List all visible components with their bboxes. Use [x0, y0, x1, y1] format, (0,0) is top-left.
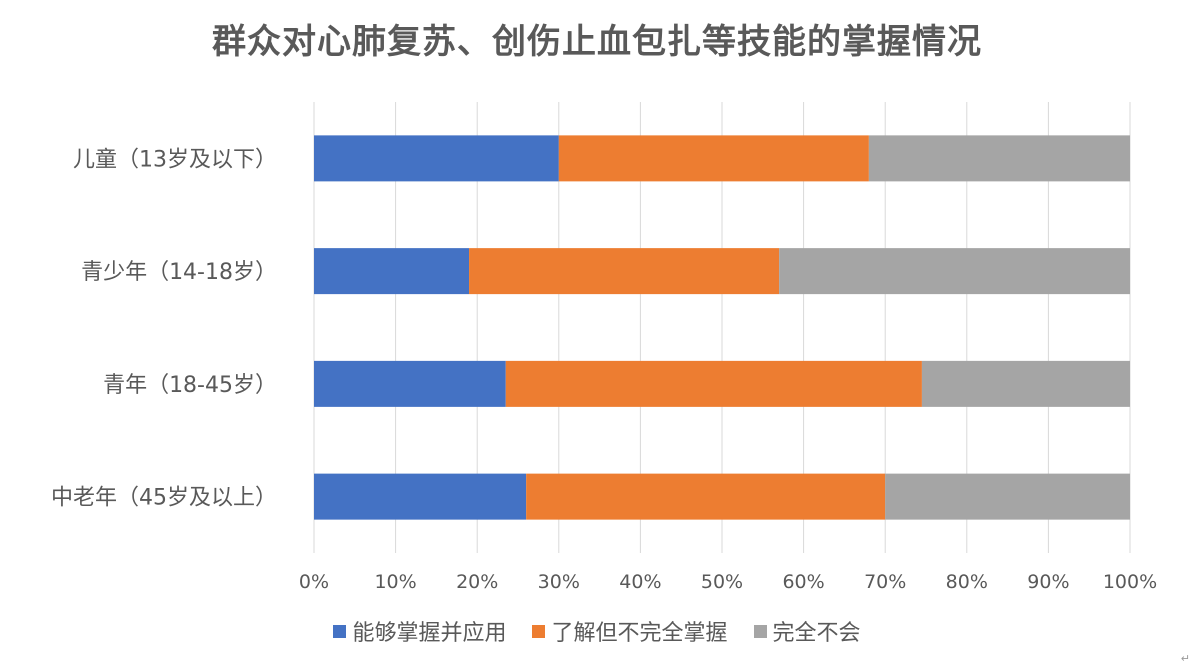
- category-label: 青年（18-45岁）: [103, 373, 277, 398]
- x-tick-label: 90%: [1027, 571, 1069, 593]
- bar-segment: [469, 248, 780, 295]
- corner-mark: ↵: [1180, 652, 1190, 665]
- x-tick-label: 30%: [538, 571, 580, 593]
- bar-segment: [314, 135, 559, 182]
- legend-label: 完全不会: [772, 621, 861, 646]
- bar-segment: [868, 135, 1130, 182]
- bar-segment: [921, 360, 1130, 407]
- legend-item: 能够掌握并应用: [333, 615, 506, 647]
- bars: [314, 135, 1130, 520]
- bar-segment: [526, 473, 886, 520]
- x-tick-label: 60%: [782, 571, 824, 593]
- chart-title: 群众对心肺复苏、创伤止血包扎等技能的掌握情况: [212, 22, 982, 62]
- x-tick-label: 40%: [619, 571, 661, 593]
- legend-swatch: [532, 624, 546, 638]
- x-tick-label: 20%: [456, 571, 498, 593]
- x-tick-label: 10%: [374, 571, 416, 593]
- bar-segment: [505, 360, 922, 407]
- legend-label: 能够掌握并应用: [352, 621, 507, 646]
- x-tick-label: 100%: [1103, 571, 1157, 593]
- legend-item: 完全不会: [753, 615, 861, 647]
- x-tick-label: 50%: [701, 571, 743, 593]
- x-tick-label: 0%: [299, 571, 329, 593]
- legend: 能够掌握并应用 了解但不完全掌握 完全不会: [0, 615, 1194, 647]
- x-tick-labels: 0% 10% 20% 30% 40% 50% 60% 70% 80% 90% 100%: [299, 571, 1157, 593]
- bar-segment: [558, 135, 869, 182]
- category-label: 儿童（13岁及以下）: [73, 147, 277, 172]
- bar-segment: [314, 248, 470, 295]
- legend-swatch: [333, 624, 347, 638]
- category-label: 青少年（14-18岁）: [81, 260, 277, 285]
- x-tick-label: 80%: [946, 571, 988, 593]
- legend-swatch: [753, 624, 767, 638]
- category-labels: 儿童（13岁及以下） 青少年（14-18岁） 青年（18-45岁） 中老年（45岁及以…: [51, 147, 277, 510]
- bar-segment: [885, 473, 1130, 520]
- legend-item: 了解但不完全掌握: [532, 615, 728, 647]
- legend-label: 了解但不完全掌握: [551, 621, 728, 646]
- bar-segment: [314, 473, 527, 520]
- x-tick-label: 70%: [864, 571, 906, 593]
- bar-segment: [779, 248, 1130, 295]
- category-label: 中老年（45岁及以上）: [51, 486, 277, 511]
- bar-segment: [314, 360, 506, 407]
